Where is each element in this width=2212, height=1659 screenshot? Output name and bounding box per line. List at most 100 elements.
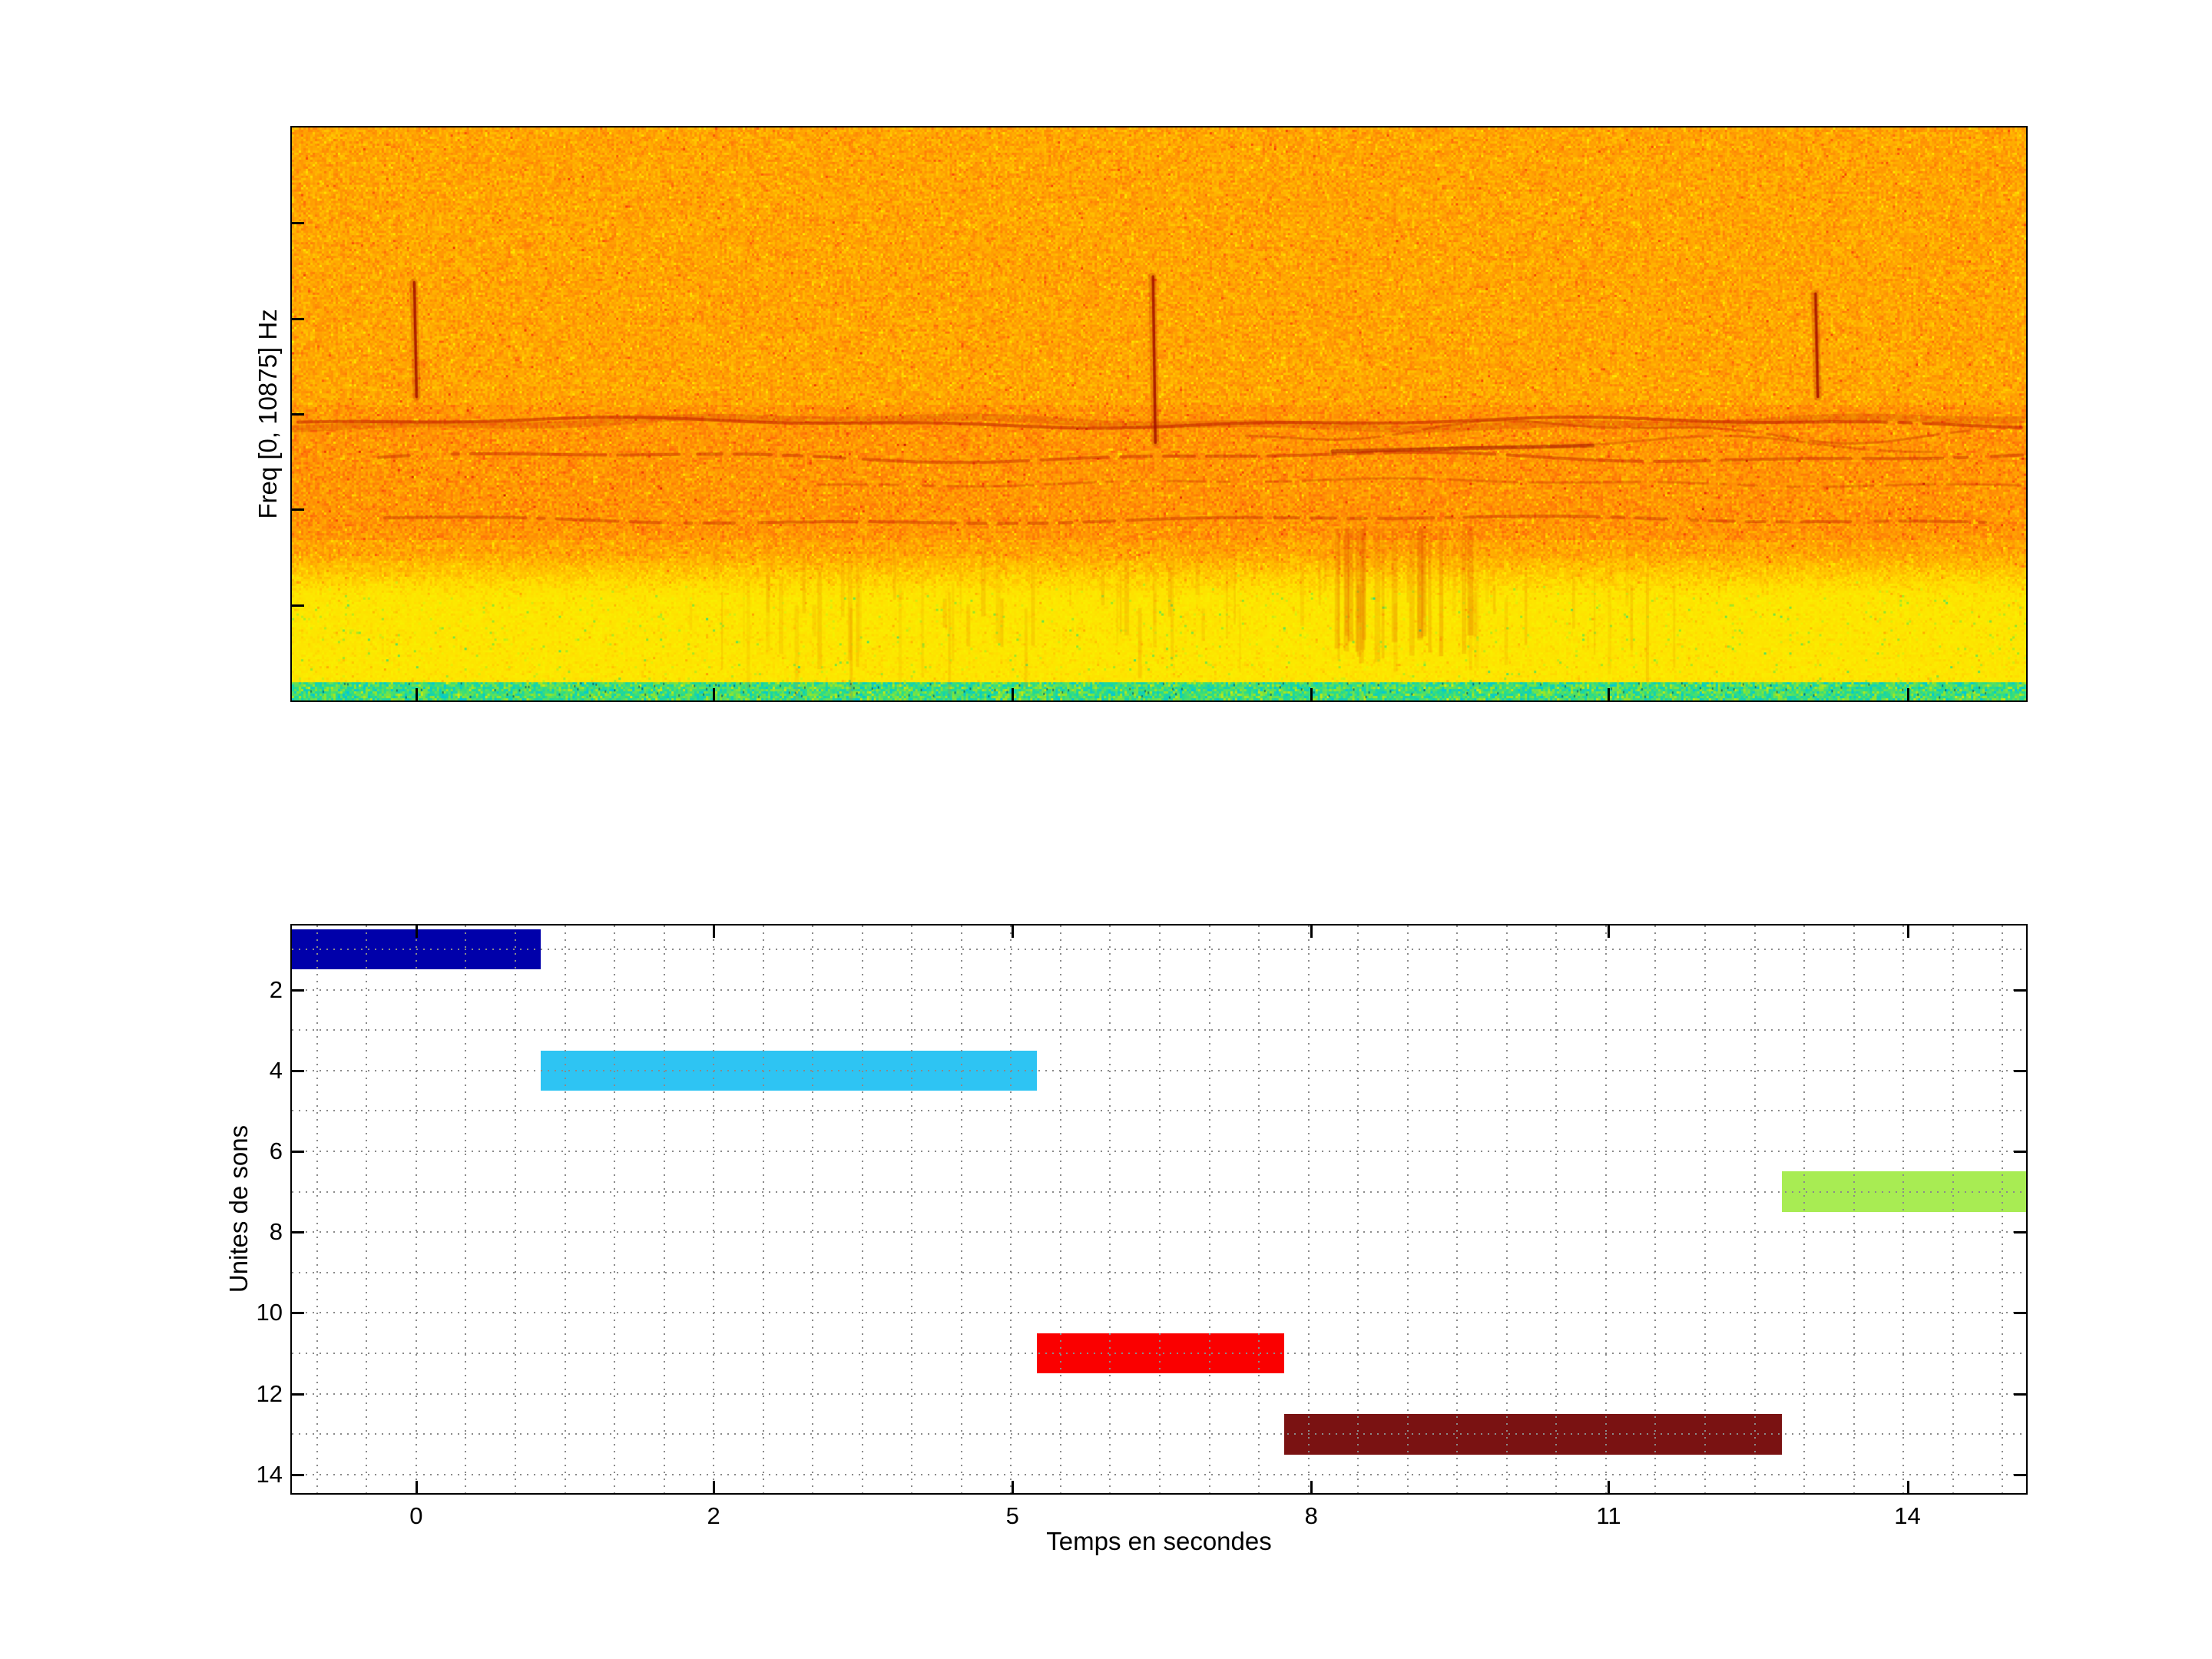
grid-line-vertical <box>1258 926 1260 1493</box>
spectrogram-y-tick-mark <box>292 604 304 607</box>
y-tick-mark <box>292 1312 304 1315</box>
grid-line-horizontal <box>292 1392 2026 1395</box>
spectrogram-x-tick-mark <box>1012 688 1015 700</box>
x-tick-mark <box>1012 926 1015 938</box>
grid-line-vertical <box>564 926 566 1493</box>
y-tick-mark <box>2014 1231 2026 1234</box>
spectrogram-y-tick-mark <box>292 222 304 225</box>
grid-line-vertical <box>762 926 764 1493</box>
grid-line-vertical <box>1853 926 1855 1493</box>
grid-line-vertical <box>514 926 516 1493</box>
y-tick-label: 2 <box>269 975 283 1003</box>
x-tick-label: 5 <box>1005 1502 1019 1529</box>
x-tick-label: 11 <box>1596 1502 1621 1529</box>
segmentation-y-axis-label: Unites de sons <box>224 1124 253 1293</box>
grid-line-vertical <box>1753 926 1756 1493</box>
grid-line-horizontal <box>292 1271 2026 1273</box>
grid-line-horizontal <box>292 1029 2026 1031</box>
grid-line-vertical <box>1357 926 1359 1493</box>
y-tick-mark <box>292 1473 304 1476</box>
x-tick-label: 8 <box>1304 1502 1318 1529</box>
spectrogram-x-tick-mark <box>1608 688 1611 700</box>
grid-line-vertical <box>1604 926 1607 1493</box>
spectrogram-y-tick-mark <box>292 317 304 320</box>
y-tick-mark <box>2014 1473 2026 1476</box>
segmentation-x-axis-label: Temps en secondes <box>1046 1527 1272 1555</box>
grid-line-horizontal <box>292 1433 2026 1435</box>
grid-line-horizontal <box>292 1231 2026 1233</box>
spectrogram-y-tick-mark <box>292 508 304 512</box>
y-tick-mark <box>292 1392 304 1396</box>
x-tick-mark <box>713 1481 716 1493</box>
grid-line-vertical <box>316 926 318 1493</box>
grid-line-vertical <box>861 926 863 1493</box>
grid-line-horizontal <box>292 1110 2026 1112</box>
grid-line-vertical <box>1010 926 1012 1493</box>
grid-line-vertical <box>1505 926 1508 1493</box>
y-tick-mark <box>292 1151 304 1154</box>
spectrogram-y-axis-label: Freq [0, 10875] Hz <box>253 309 282 519</box>
x-tick-mark <box>1906 1481 1909 1493</box>
spectrogram-x-tick-mark <box>1906 688 1909 700</box>
x-tick-label: 0 <box>409 1502 423 1529</box>
grid-line-horizontal <box>292 1151 2026 1153</box>
grid-line-vertical <box>614 926 616 1493</box>
y-tick-label: 12 <box>256 1379 283 1407</box>
spectrogram-x-tick-mark <box>1310 688 1313 700</box>
grid-line-vertical <box>960 926 962 1493</box>
y-tick-mark <box>2014 1151 2026 1154</box>
y-tick-mark <box>292 1231 304 1234</box>
grid-line-vertical <box>2002 926 2004 1493</box>
grid-line-vertical <box>911 926 913 1493</box>
grid-line-horizontal <box>292 949 2026 951</box>
grid-line-vertical <box>812 926 814 1493</box>
grid-line-vertical <box>1704 926 1706 1493</box>
y-tick-label: 14 <box>256 1460 283 1488</box>
x-tick-mark <box>1310 1481 1313 1493</box>
x-tick-mark <box>1608 1481 1611 1493</box>
grid-line-vertical <box>1109 926 1111 1493</box>
x-tick-mark <box>1012 1481 1015 1493</box>
grid-line-vertical <box>366 926 368 1493</box>
grid-line-vertical <box>415 926 417 1493</box>
grid-line-vertical <box>1555 926 1558 1493</box>
x-tick-mark <box>1906 926 1909 938</box>
grid-line-vertical <box>1208 926 1210 1493</box>
y-tick-label: 4 <box>269 1056 283 1084</box>
grid-line-vertical <box>1059 926 1061 1493</box>
x-tick-mark <box>713 926 716 938</box>
spectrogram-x-tick-mark <box>713 688 716 700</box>
grid-line-vertical <box>713 926 715 1493</box>
grid-line-vertical <box>663 926 665 1493</box>
grid-line-horizontal <box>292 1312 2026 1314</box>
x-tick-mark <box>415 1481 418 1493</box>
grid-line-vertical <box>1159 926 1161 1493</box>
x-tick-label: 14 <box>1894 1502 1921 1529</box>
spectrogram-plot-area <box>292 127 2026 700</box>
x-tick-mark <box>415 926 418 938</box>
spectrogram-x-tick-mark <box>415 688 418 700</box>
y-tick-mark <box>292 1069 304 1072</box>
segmentation-axes: 0 2 5 8 11 14 2 4 6 8 10 12 14 <box>257 924 2028 1529</box>
spectrogram-axes <box>290 126 2028 702</box>
x-tick-mark <box>1608 926 1611 938</box>
y-tick-mark <box>292 988 304 992</box>
grid-line-vertical <box>465 926 467 1493</box>
grid-line-horizontal <box>292 1353 2026 1354</box>
spectrogram-y-tick-mark <box>292 413 304 416</box>
spectrogram-canvas <box>292 127 2026 700</box>
grid-line-vertical <box>1654 926 1657 1493</box>
grid-line-vertical <box>1902 926 1905 1493</box>
grid-line-vertical <box>1456 926 1459 1493</box>
y-tick-mark <box>2014 1069 2026 1072</box>
grid-line-horizontal <box>292 1473 2026 1475</box>
grid-line-vertical <box>1307 926 1310 1493</box>
grid-line-horizontal <box>292 1190 2026 1193</box>
y-tick-label: 8 <box>269 1218 283 1246</box>
grid-line-horizontal <box>292 988 2026 991</box>
grid-line-vertical <box>1406 926 1409 1493</box>
x-tick-mark <box>1310 926 1313 938</box>
x-tick-label: 2 <box>707 1502 720 1529</box>
y-tick-mark <box>2014 1392 2026 1396</box>
